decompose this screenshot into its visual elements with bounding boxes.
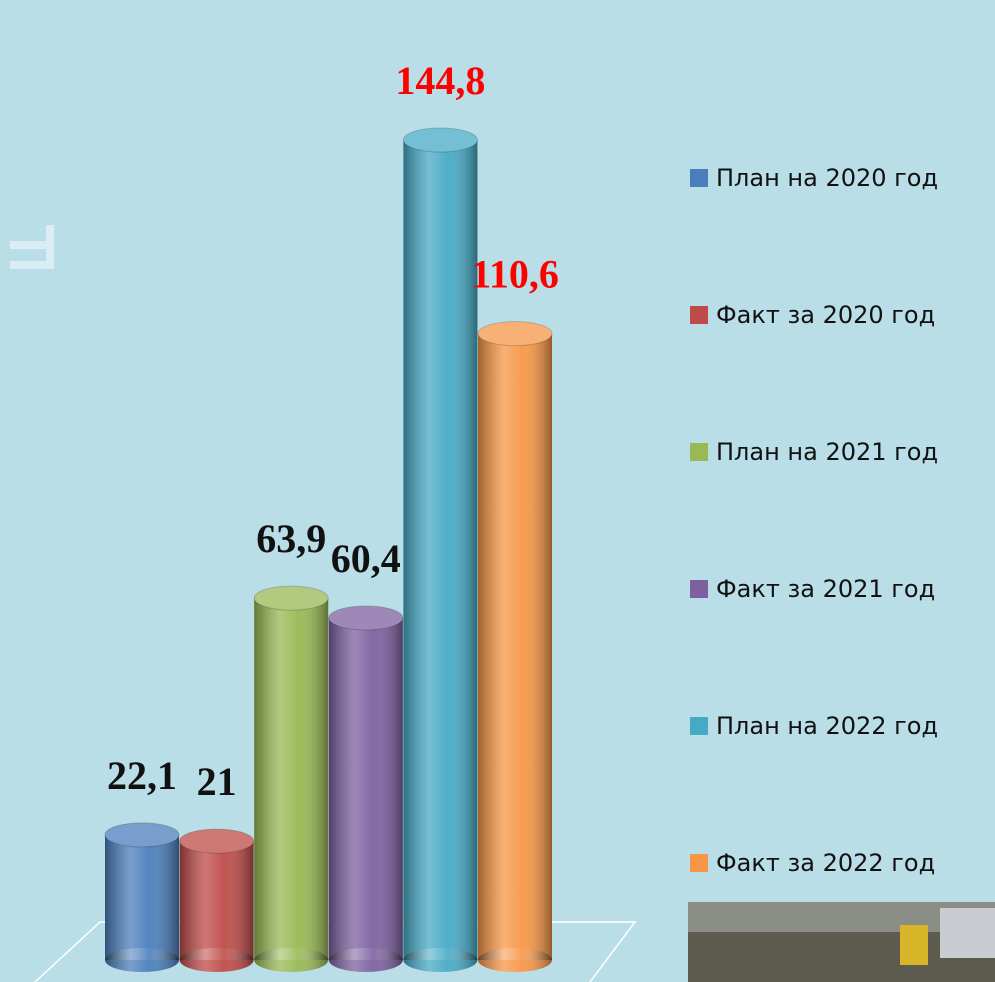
cylinder-top-shine	[180, 829, 254, 853]
cylinder-top-shine	[105, 823, 179, 847]
value-label: 21	[197, 759, 237, 804]
legend-label: Факт за 2022 год	[716, 849, 935, 877]
bar-shade	[403, 140, 477, 960]
value-label: 22,1	[107, 753, 177, 798]
page: {"chart_data": {"type": "cylinder", "ser…	[0, 0, 995, 982]
legend-swatch	[690, 717, 708, 735]
bar-shade	[180, 841, 254, 960]
value-label: 63,9	[256, 516, 326, 561]
legend-swatch	[690, 306, 708, 324]
legend-swatch	[690, 169, 708, 187]
value-label: 60,4	[331, 536, 401, 581]
legend-swatch	[690, 854, 708, 872]
legend-label: Факт за 2020 год	[716, 301, 935, 329]
value-label: 144,8	[395, 58, 485, 103]
bar-shade	[180, 948, 254, 972]
legend-label: План на 2022 год	[716, 712, 938, 740]
photo-vehicle	[900, 925, 928, 965]
bar-shade	[254, 948, 328, 972]
legend-label: План на 2021 год	[716, 438, 938, 466]
legend-swatch	[690, 443, 708, 461]
bar-shade	[478, 334, 552, 960]
photo-building	[940, 908, 995, 958]
bar-shade	[105, 948, 179, 972]
value-label: 110,6	[471, 252, 559, 297]
legend-swatch	[690, 580, 708, 598]
cylinder-top-shine	[254, 586, 328, 610]
bar-shade	[329, 618, 403, 960]
bar-shade	[478, 948, 552, 972]
cylinder-top-shine	[478, 322, 552, 346]
chart: 22,1 План на 2020 год 21 Факт за 2020 год 63…	[0, 0, 995, 982]
legend-label: Факт за 2021 год	[716, 575, 935, 603]
decoration	[10, 225, 50, 265]
bar-shade	[254, 598, 328, 960]
bar-shade	[403, 948, 477, 972]
bar-shade	[105, 835, 179, 960]
cylinder-top-shine	[403, 128, 477, 152]
cylinder-top-shine	[329, 606, 403, 630]
bar-shade	[329, 948, 403, 972]
legend-label: План на 2020 год	[716, 164, 938, 192]
